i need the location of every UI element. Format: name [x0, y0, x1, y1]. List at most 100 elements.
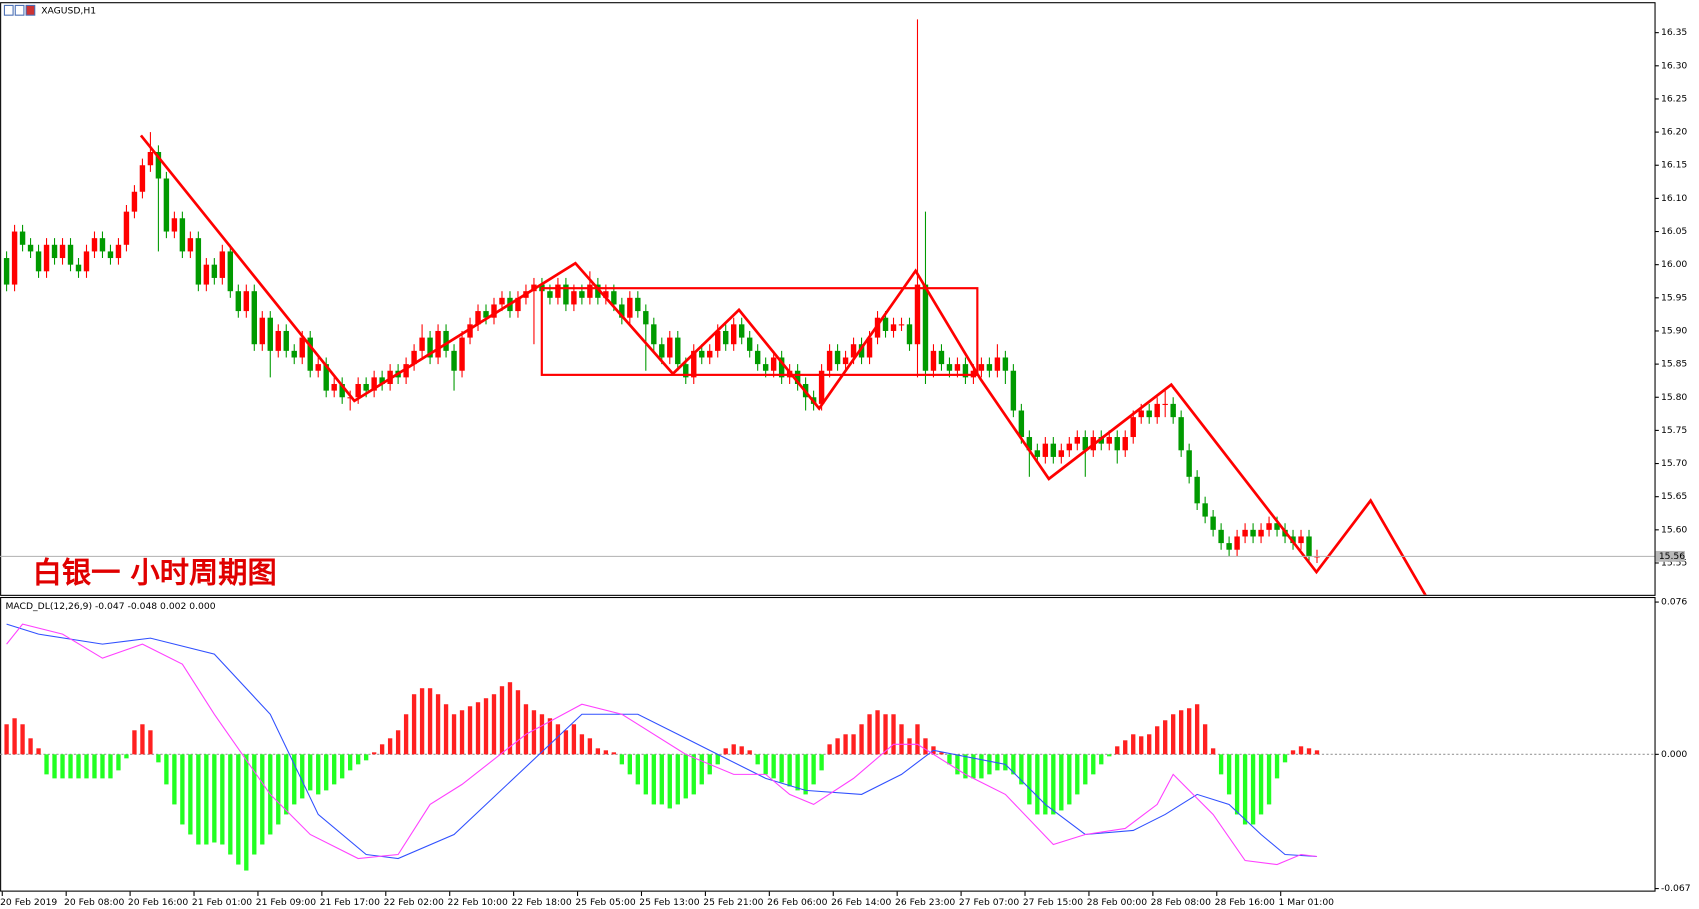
candle-body: [1146, 410, 1152, 418]
macd-bar: [276, 754, 281, 825]
macd-bar: [571, 724, 577, 755]
macd-bar: [1274, 754, 1280, 779]
macd-bar: [547, 718, 553, 755]
macd-bar: [1075, 754, 1080, 795]
candle-body: [643, 311, 649, 325]
candle-body: [251, 291, 257, 345]
macd-bar: [579, 734, 585, 755]
candle-body: [243, 291, 250, 312]
macd-bar: [427, 688, 433, 755]
macd-bar: [20, 724, 25, 755]
chart-title: XAGUSD,H1: [41, 5, 96, 16]
macd-bar: [300, 754, 305, 799]
macd-bar: [1139, 736, 1144, 755]
candle-body: [922, 284, 929, 371]
candle-body: [1210, 516, 1216, 530]
candle-body: [834, 350, 841, 365]
macd-bar: [883, 714, 888, 755]
candle-body: [107, 251, 114, 259]
x-tick-label: 1 Mar 01:00: [1279, 897, 1335, 908]
macd-bar: [1051, 754, 1056, 815]
macd-bar: [108, 754, 113, 779]
macd-bar: [1067, 754, 1072, 805]
y2-tick-label: 0.000: [1661, 749, 1687, 760]
x-tick-label: 25 Feb 05:00: [575, 897, 635, 908]
macd-bar: [507, 682, 513, 755]
macd-bar: [419, 688, 425, 755]
y-tick-label: 16.35: [1661, 27, 1687, 38]
candle-body: [778, 357, 785, 378]
macd-bar: [1258, 754, 1264, 815]
macd-bar: [1123, 740, 1128, 755]
candle-body: [1002, 357, 1009, 371]
candle-body: [27, 244, 34, 252]
candle-body: [667, 337, 673, 358]
macd-bar: [1043, 754, 1048, 815]
candle-body: [882, 317, 889, 331]
y-tick-label: 15.90: [1661, 325, 1687, 336]
macd-bar: [1314, 750, 1320, 755]
macd-line: [6, 623, 1318, 866]
macd-bar: [204, 754, 209, 845]
macd-bar: [523, 704, 529, 755]
candle-body: [683, 364, 689, 378]
macd-bar: [875, 710, 880, 755]
macd-bar: [859, 724, 864, 755]
x-tick-label: 22 Feb 18:00: [511, 897, 571, 908]
macd-bar: [36, 748, 41, 755]
candle-body: [587, 284, 593, 298]
y-tick-label: 16.30: [1661, 60, 1687, 71]
macd-bar: [1234, 754, 1240, 815]
y-tick-label: 16.20: [1661, 127, 1687, 138]
candle-body: [275, 330, 281, 351]
macd-bar: [659, 754, 664, 805]
macd-bar: [403, 714, 409, 755]
y-tick-label: 15.60: [1661, 524, 1687, 535]
candle-body: [1274, 523, 1280, 530]
indicator-title: MACD_DL(12,26,9) -0.047 -0.048 0.002 0.0…: [6, 601, 216, 612]
candle-body: [1154, 403, 1160, 418]
candle-body: [890, 324, 897, 331]
candle-body: [59, 244, 66, 259]
candle-body: [1042, 443, 1049, 457]
candle-body: [331, 384, 337, 391]
macd-bar: [76, 754, 81, 779]
macd-bar: [779, 754, 784, 783]
macd-bar: [891, 714, 896, 755]
x-tick-label: 26 Feb 06:00: [767, 897, 827, 908]
candle-body: [547, 291, 553, 298]
macd-panel: 0.076 0.000 -0.067: [0, 597, 1691, 894]
macd-bar: [771, 754, 776, 779]
macd-bar: [1107, 754, 1112, 757]
macd-bar: [188, 754, 193, 835]
macd-bar: [795, 754, 800, 791]
candle-body: [954, 364, 961, 371]
candle-body: [187, 238, 194, 252]
macd-bar: [731, 744, 736, 755]
macd-bar: [467, 706, 473, 755]
candle-body: [483, 311, 489, 318]
candle-body: [299, 337, 305, 358]
candle-body: [978, 364, 985, 371]
candle-body: [163, 178, 170, 232]
candle-body: [435, 330, 441, 358]
x-tick-label: 20 Feb 08:00: [64, 897, 124, 908]
candle-body: [1122, 437, 1128, 451]
macd-bar: [1266, 754, 1272, 805]
candle-body: [738, 324, 745, 338]
candle-body: [1098, 437, 1104, 444]
candle-body: [675, 337, 681, 365]
macd-panel-frame: [0, 596, 1656, 892]
macd-bar: [1210, 748, 1216, 755]
macd-bar: [835, 738, 840, 755]
x-tick-label: 25 Feb 13:00: [639, 897, 699, 908]
x-tick-label: 20 Feb 16:00: [128, 897, 188, 908]
macd-bar: [68, 754, 73, 779]
macd-bar: [1178, 710, 1184, 755]
y-tick-label: 16.15: [1661, 160, 1687, 171]
x-tick-label: 25 Feb 21:00: [703, 897, 763, 908]
macd-bar: [371, 752, 377, 755]
candle-body: [1138, 410, 1144, 418]
y2-tick-label: 0.076: [1661, 597, 1687, 608]
macd-bar: [1155, 726, 1160, 755]
